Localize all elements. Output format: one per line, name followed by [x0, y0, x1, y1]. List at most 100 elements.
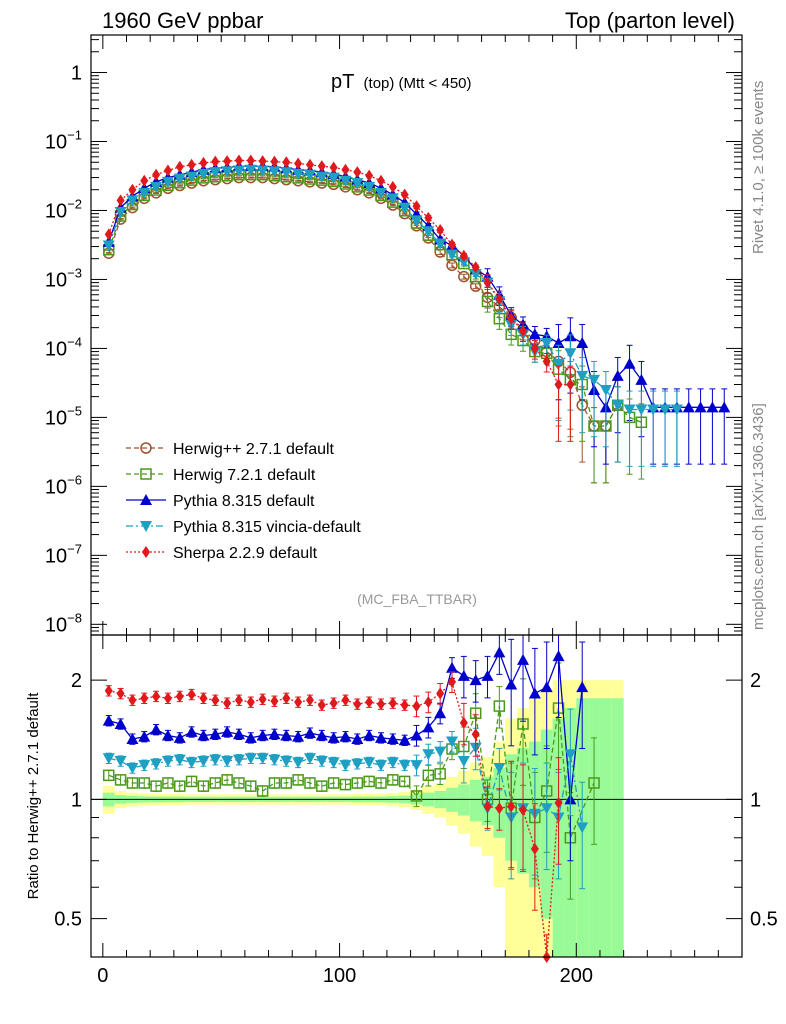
- main-data-point: [398, 202, 411, 214]
- main-data-point: [102, 240, 115, 252]
- main-data-point: [341, 163, 350, 176]
- main-data-point: [611, 400, 624, 412]
- tick-exponent: −5: [67, 403, 82, 418]
- ratio-data-point: [327, 777, 340, 789]
- ratio-plot-frame: [90, 634, 743, 958]
- tick-exponent: −7: [67, 541, 82, 556]
- ratio-data-point: [363, 729, 376, 741]
- main-data-point: [554, 378, 563, 391]
- ratio-data-point: [209, 777, 222, 789]
- main-data-point: [232, 165, 245, 177]
- main-data-point: [223, 155, 232, 168]
- ratio-data-point: [552, 650, 565, 662]
- main-data-point: [161, 176, 174, 188]
- main-data-point: [552, 358, 565, 370]
- ratio-data-point: [495, 802, 504, 815]
- ratio-data-point: [576, 681, 589, 693]
- main-data-point: [315, 171, 328, 183]
- ratio-data-point: [256, 729, 269, 741]
- ratio-y-tick-label: 2: [71, 670, 82, 692]
- main-data-point: [519, 324, 528, 337]
- ratio-data-point: [162, 777, 174, 789]
- ratio-data-point: [152, 690, 161, 703]
- ratio-data-point: [292, 730, 305, 742]
- tick-base: 10: [45, 269, 67, 291]
- ratio-data-point: [209, 728, 222, 740]
- ratio-data-point: [244, 753, 257, 765]
- tick-base: 1: [71, 63, 82, 85]
- ratio-data-point: [102, 714, 115, 726]
- ratio-data-point: [256, 785, 269, 797]
- main-data-point: [388, 180, 397, 193]
- ratio-data-point: [292, 774, 304, 786]
- main-data-point: [353, 166, 362, 179]
- ratio-data-point: [446, 661, 459, 673]
- main-data-point: [611, 369, 624, 381]
- ratio-data-point: [256, 753, 269, 765]
- tick-base: 10: [45, 545, 67, 567]
- ratio-data-point: [410, 790, 423, 802]
- main-series-line: [108, 174, 642, 427]
- main-data-point: [493, 312, 506, 325]
- main-data-point: [197, 168, 210, 180]
- main-data-point: [140, 174, 149, 187]
- ratio-data-point: [376, 698, 385, 711]
- main-data-point: [410, 215, 423, 227]
- main-y-tick-label: 10−6: [45, 472, 82, 498]
- ratio-data-point: [114, 717, 127, 729]
- x-tick-label: 200: [560, 965, 593, 987]
- ratio-data-point: [221, 755, 234, 767]
- ratio-data-point: [114, 755, 127, 767]
- main-data-point: [623, 357, 636, 369]
- main-data-point: [270, 155, 279, 168]
- ratio-y-tick-label-right: 0.5: [750, 909, 778, 931]
- ratio-data-point: [374, 731, 387, 743]
- ratio-data-point: [363, 775, 375, 788]
- ratio-data-point: [211, 694, 220, 707]
- main-data-point: [280, 167, 293, 179]
- tick-exponent: −4: [67, 334, 82, 349]
- ratio-data-point: [434, 746, 447, 758]
- main-data-point: [104, 228, 113, 241]
- ratio-y-tick-label: 0.5: [54, 909, 82, 931]
- ratio-y-tick-label-right: 2: [750, 670, 761, 692]
- ratio-data-point: [268, 754, 281, 766]
- ratio-data-point: [244, 731, 257, 743]
- main-data-point: [221, 166, 234, 178]
- ratio-data-point: [493, 763, 506, 775]
- ratio-data-point: [448, 675, 457, 688]
- ratio-data-point: [150, 758, 163, 770]
- ratio-data-point: [199, 692, 208, 705]
- main-data-point: [457, 256, 470, 268]
- main-data-point: [434, 238, 447, 250]
- main-data-point: [376, 174, 385, 187]
- ratio-y-tick-label: 1: [71, 789, 82, 811]
- ratio-data-point: [175, 690, 184, 703]
- main-data-point: [400, 188, 409, 201]
- ratio-plot-panel: 0.5 0.5 1 1 2 2 0 100 200: [54, 634, 778, 987]
- main-y-tick-label: 10−1: [45, 128, 82, 154]
- ratio-data-point: [457, 669, 470, 681]
- ratio-data-point: [138, 777, 151, 789]
- main-data-point: [365, 169, 374, 182]
- main-data-point: [481, 295, 494, 308]
- ratio-data-point: [576, 822, 589, 834]
- rivet-label: Rivet 4.1.0, ≥ 100k events: [750, 81, 767, 254]
- main-y-tick-label: 1: [71, 63, 82, 85]
- legend-label: Pythia 8.315 default: [173, 493, 315, 510]
- x-tick-label: 0: [97, 965, 108, 987]
- main-data-point: [540, 337, 553, 349]
- main-y-tick-label: 10−7: [45, 541, 82, 567]
- ratio-data-point: [327, 731, 340, 743]
- main-data-point: [305, 158, 314, 171]
- ratio-data-point: [517, 653, 530, 665]
- main-data-point: [436, 224, 445, 237]
- main-data-point: [471, 261, 480, 274]
- main-data-point: [588, 374, 601, 386]
- main-data-point: [647, 404, 660, 416]
- inner-band-bin: [469, 779, 482, 822]
- main-plot-panel: 110−110−210−310−410−510−610−710−8: [45, 34, 743, 636]
- header-left: 1960 GeV ppbar: [102, 8, 263, 33]
- main-data-point: [126, 195, 139, 207]
